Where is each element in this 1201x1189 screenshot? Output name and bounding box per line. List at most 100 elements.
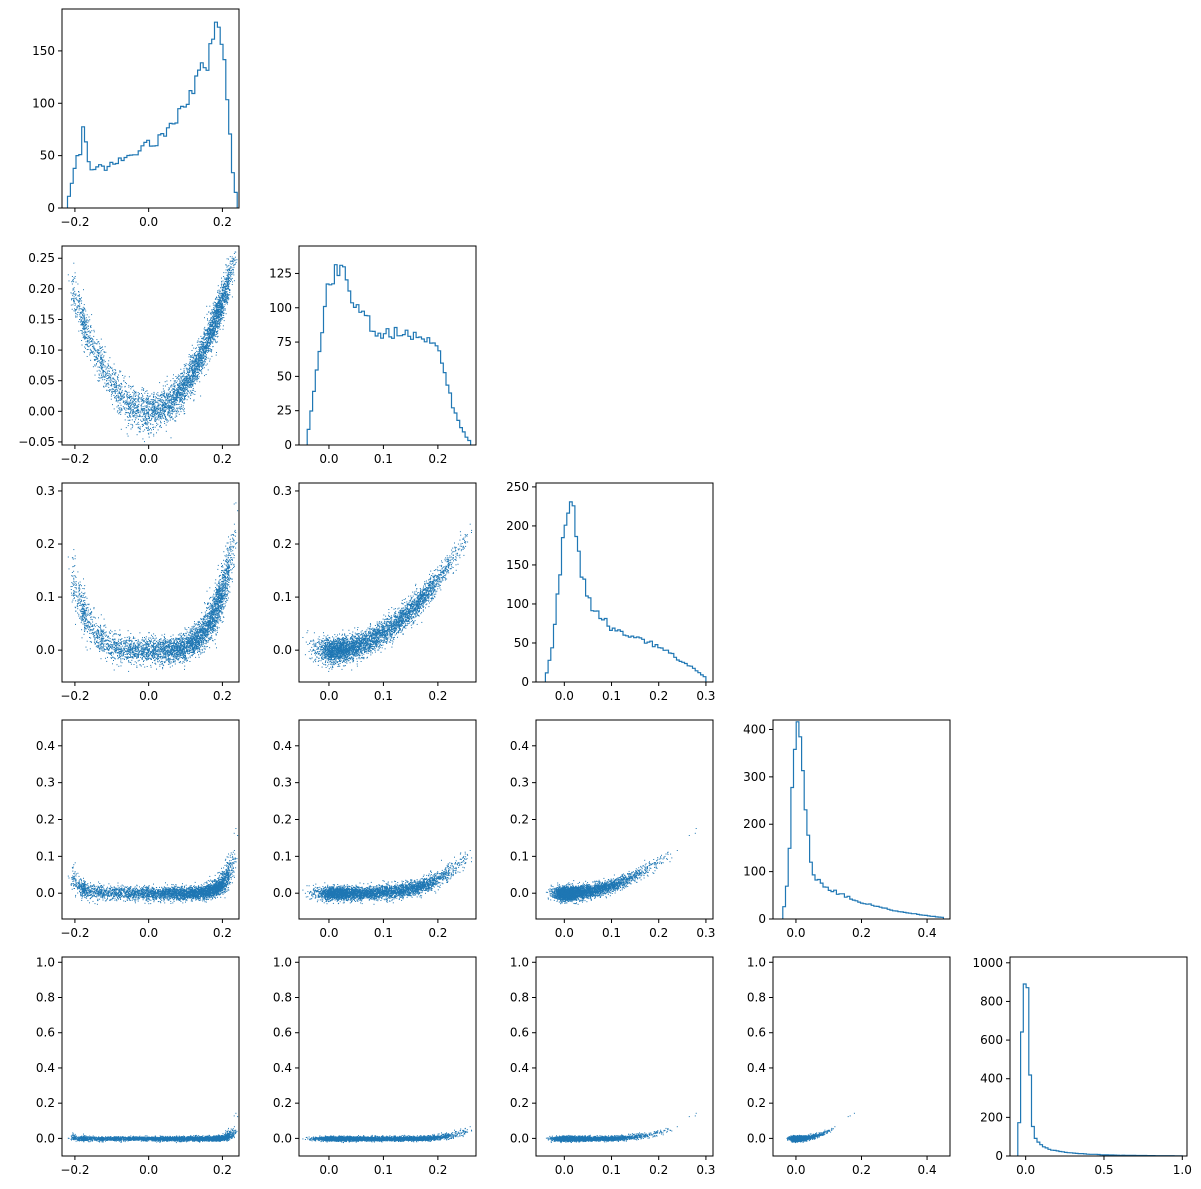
scatter-point bbox=[174, 393, 175, 394]
scatter-point bbox=[231, 264, 232, 265]
scatter-point bbox=[211, 342, 212, 343]
scatter-point bbox=[81, 297, 82, 298]
scatter-point bbox=[199, 348, 200, 349]
scatter-point bbox=[86, 320, 87, 321]
scatter-point bbox=[199, 376, 200, 377]
scatter-point bbox=[184, 364, 185, 365]
scatter-point bbox=[181, 380, 182, 381]
scatter-point bbox=[208, 323, 209, 324]
scatter-point bbox=[135, 419, 136, 420]
scatter-point bbox=[173, 388, 174, 389]
scatter-point bbox=[108, 363, 109, 364]
scatter-point bbox=[208, 324, 209, 325]
scatter-point bbox=[120, 371, 121, 372]
scatter-point bbox=[99, 375, 100, 376]
scatter-point bbox=[216, 352, 217, 353]
scatter-point bbox=[228, 265, 229, 266]
scatter-point bbox=[232, 278, 233, 279]
scatter-point bbox=[117, 406, 118, 407]
scatter-point bbox=[184, 413, 185, 414]
scatter-point bbox=[222, 289, 223, 290]
scatter-point bbox=[199, 351, 200, 352]
scatter-point bbox=[197, 340, 198, 341]
scatter-point bbox=[103, 375, 104, 376]
scatter-point bbox=[226, 313, 227, 314]
scatter-point bbox=[167, 408, 168, 409]
scatter-point bbox=[87, 319, 88, 320]
scatter-point bbox=[180, 373, 181, 374]
scatter-point bbox=[181, 378, 182, 379]
scatter-point bbox=[172, 413, 173, 414]
scatter-point bbox=[156, 414, 157, 415]
scatter-point bbox=[132, 427, 133, 428]
scatter-point bbox=[180, 385, 181, 386]
scatter-point bbox=[217, 328, 218, 329]
scatter-point bbox=[180, 409, 181, 410]
scatter-point bbox=[178, 376, 179, 377]
scatter-point bbox=[162, 412, 163, 413]
scatter-point bbox=[81, 317, 82, 318]
scatter-point bbox=[81, 300, 82, 301]
scatter-point bbox=[232, 284, 233, 285]
scatter-point bbox=[157, 392, 158, 393]
scatter-point bbox=[227, 288, 228, 289]
scatter-point bbox=[229, 283, 230, 284]
scatter-point bbox=[161, 397, 162, 398]
scatter-point bbox=[204, 356, 205, 357]
scatter-point bbox=[155, 427, 156, 428]
scatter-point bbox=[99, 374, 100, 375]
scatter-point bbox=[196, 347, 197, 348]
scatter-point bbox=[100, 352, 101, 353]
scatter-point bbox=[183, 374, 184, 375]
scatter-point bbox=[234, 280, 235, 281]
scatter-point bbox=[179, 402, 180, 403]
scatter-point bbox=[143, 408, 144, 409]
scatter-point bbox=[81, 309, 82, 310]
scatter-point bbox=[221, 283, 222, 284]
scatter-point bbox=[84, 309, 85, 310]
scatter-point bbox=[106, 376, 107, 377]
scatter-point bbox=[143, 406, 144, 407]
scatter-point bbox=[189, 384, 190, 385]
scatter-point bbox=[158, 414, 159, 415]
scatter-point bbox=[150, 414, 151, 415]
scatter-point bbox=[210, 359, 211, 360]
scatter-point bbox=[169, 416, 170, 417]
scatter-point bbox=[173, 384, 174, 385]
scatter-point bbox=[200, 347, 201, 348]
scatter-point bbox=[80, 319, 81, 320]
scatter-point bbox=[126, 383, 127, 384]
scatter-point bbox=[89, 317, 90, 318]
scatter-point bbox=[105, 375, 106, 376]
scatter-point bbox=[145, 415, 146, 416]
scatter-point bbox=[206, 374, 207, 375]
scatter-point bbox=[91, 314, 92, 315]
scatter-point bbox=[154, 403, 155, 404]
scatter-point bbox=[168, 421, 169, 422]
scatter-point bbox=[88, 321, 89, 322]
scatter-point bbox=[134, 421, 135, 422]
scatter-point bbox=[219, 326, 220, 327]
scatter-point bbox=[73, 298, 74, 299]
scatter-point bbox=[98, 377, 99, 378]
scatter-point bbox=[138, 419, 139, 420]
scatter-point bbox=[193, 361, 194, 362]
scatter-point bbox=[194, 377, 195, 378]
scatter-point bbox=[147, 406, 148, 407]
scatter-point bbox=[227, 289, 228, 290]
scatter-point bbox=[79, 314, 80, 315]
scatter-point bbox=[138, 396, 139, 397]
scatter-point bbox=[165, 381, 166, 382]
scatter-point bbox=[204, 363, 205, 364]
scatter-point bbox=[210, 320, 211, 321]
scatter-point bbox=[125, 376, 126, 377]
scatter-point bbox=[75, 305, 76, 306]
scatter-point bbox=[75, 272, 76, 273]
scatter-point bbox=[219, 290, 220, 291]
scatter-point bbox=[128, 408, 129, 409]
scatter-point bbox=[168, 407, 169, 408]
scatter-point bbox=[147, 427, 148, 428]
scatter-point bbox=[201, 344, 202, 345]
scatter-point bbox=[175, 420, 176, 421]
scatter-point bbox=[233, 274, 234, 275]
